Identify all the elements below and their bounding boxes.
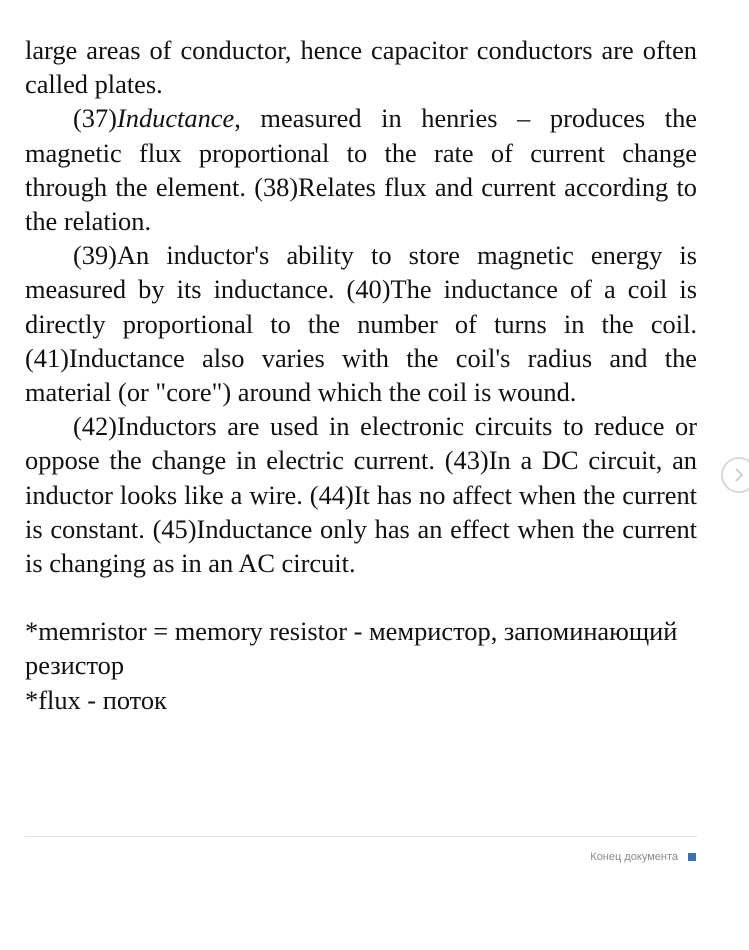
document-body: large areas of conductor, hence capacito… — [25, 33, 697, 717]
end-marker-square — [688, 853, 696, 861]
note-flux: *flux - поток — [25, 684, 167, 715]
end-of-document-label: Конец документа — [590, 851, 678, 863]
sentence-number-37: (37) — [73, 103, 117, 134]
paragraph-inductance-definition: (37)Inductance, measured in henries – pr… — [25, 101, 697, 238]
paragraph-inductors-in-circuits: (42)Inductors are used in electronic cir… — [25, 411, 697, 579]
next-page-button[interactable] — [721, 457, 749, 493]
paragraph-capacitor-plates: large areas of conductor, hence capacito… — [25, 35, 697, 100]
note-memristor: *memristor = memory resistor - мемристор… — [25, 616, 678, 681]
chevron-right-icon — [735, 468, 744, 482]
document-end-divider — [25, 836, 697, 837]
term-inductance: Inductance — [116, 103, 235, 134]
paragraph-inductor-energy: (39)An inductor's ability to store magne… — [25, 240, 697, 408]
paragraph-inductance-text: , measured in henries – produces the mag… — [25, 103, 697, 237]
blank-line — [25, 580, 697, 614]
